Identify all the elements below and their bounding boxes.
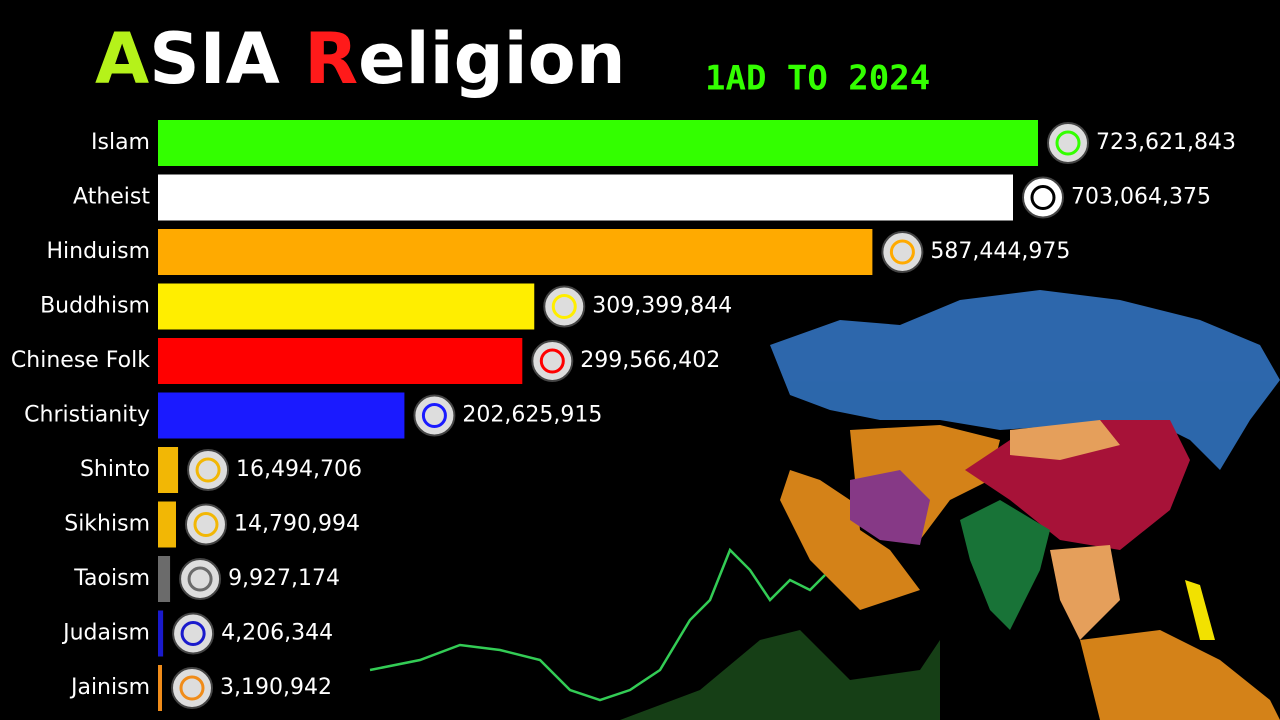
category-label: Shinto [80, 457, 150, 482]
category-label: Chinese Folk [11, 348, 150, 373]
religion-icon [413, 394, 456, 437]
value-label: 16,494,706 [236, 457, 362, 482]
category-label: Judaism [61, 621, 150, 646]
value-label: 3,190,942 [220, 675, 332, 700]
category-label: Hinduism [46, 239, 150, 264]
value-label: 9,927,174 [228, 566, 340, 591]
bars: Islam 723,621,843 Atheist 703,064,375 Hindui… [11, 120, 1236, 711]
religion-icon-inner [421, 403, 447, 428]
religion-icon [1047, 122, 1089, 164]
religion-icon-inner [179, 675, 205, 701]
value-label: 14,790,994 [234, 512, 360, 537]
category-label: Jainism [69, 675, 150, 700]
religion-icon-inner [1055, 130, 1081, 156]
bar [158, 501, 176, 548]
religion-icon-inner [193, 512, 219, 537]
category-label: Buddhism [40, 294, 150, 319]
religion-icon-inner [187, 566, 213, 592]
bar [158, 665, 162, 711]
religion-icon-inner [195, 457, 221, 483]
bar [158, 392, 405, 439]
value-label: 202,625,915 [462, 403, 602, 428]
religion-icon-inner [539, 348, 565, 374]
asia-map [770, 290, 1280, 720]
bar [158, 283, 535, 330]
bar [158, 610, 164, 657]
religion-icon-inner [180, 621, 206, 646]
bar [158, 447, 179, 493]
religion-icon [187, 449, 230, 491]
value-label: 587,444,975 [930, 239, 1070, 264]
category-label: Christianity [24, 403, 150, 428]
religion-icon [184, 503, 227, 546]
religion-icon-inner [1030, 185, 1056, 210]
category-label: Taoism [73, 566, 150, 591]
religion-icon [531, 340, 574, 382]
background-trend [369, 547, 940, 720]
bar [158, 229, 873, 275]
bar [158, 174, 1013, 221]
value-label: 703,064,375 [1071, 185, 1211, 210]
value-label: 299,566,402 [580, 348, 720, 373]
category-label: Islam [91, 130, 150, 155]
bar [158, 120, 1038, 166]
chart-subtitle: 1AD TO 2024 [705, 59, 930, 99]
value-label: 309,399,844 [592, 294, 732, 319]
bar [158, 556, 171, 602]
religion-icon-inner [889, 239, 915, 265]
religion-icon [1022, 176, 1064, 219]
value-label: 723,621,843 [1096, 130, 1236, 155]
category-label: Sikhism [64, 512, 150, 537]
religion-icon [171, 667, 213, 709]
religion-icon-inner [551, 294, 577, 319]
chart-title: ASIA Religion [95, 18, 626, 100]
religion-icon [179, 558, 222, 600]
value-label: 4,206,344 [221, 621, 333, 646]
religion-icon [543, 285, 586, 328]
category-label: Atheist [73, 185, 150, 210]
religion-icon [172, 612, 215, 655]
bar [158, 338, 523, 384]
religion-icon [881, 231, 924, 273]
